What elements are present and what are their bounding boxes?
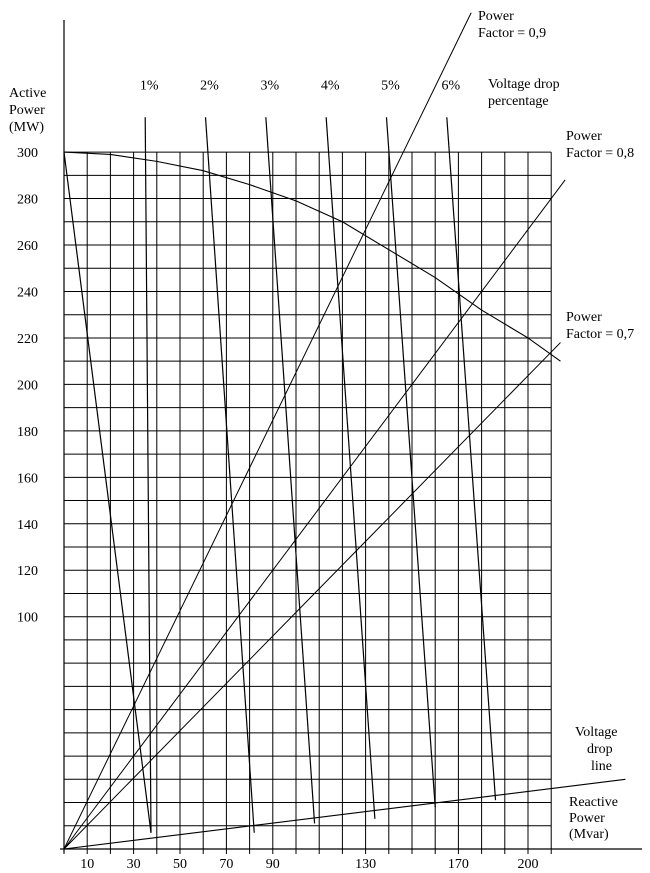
y-tick-label: 220 — [17, 332, 38, 347]
x-tick-label: 50 — [173, 857, 187, 872]
y-axis-title-line: (MW) — [9, 120, 44, 135]
power-factor-line — [63, 342, 561, 850]
y-tick-label: 260 — [17, 239, 38, 254]
power-factor-label: Factor = 0,9 — [478, 26, 546, 41]
x-tick-label: 130 — [355, 857, 376, 872]
voltage-drop-percentage-line — [144, 117, 152, 833]
y-tick-label: 200 — [17, 378, 38, 393]
voltage-drop-percentage-label: 3% — [261, 78, 280, 93]
x-axis-title-line: Power — [569, 811, 605, 826]
grid — [64, 151, 552, 849]
power-factor-label: Factor = 0,7 — [566, 327, 634, 342]
power-factor-label: Power — [566, 129, 602, 144]
axes — [60, 20, 642, 854]
capability-curve — [63, 151, 561, 362]
x-tick-label: 200 — [518, 857, 539, 872]
voltage-drop-line-0 — [63, 152, 152, 833]
y-tick-label: 140 — [17, 518, 38, 533]
x-tick-label: 30 — [127, 857, 141, 872]
y-axis-title-line: Active — [9, 86, 46, 101]
voltage-drop-percentage-line — [385, 117, 436, 808]
series — [63, 12, 626, 850]
power-factor-label: Factor = 0,8 — [566, 146, 634, 161]
voltage-drop-percentage-line — [325, 117, 376, 819]
voltage-drop-percentage-label: 1% — [140, 78, 159, 93]
power-factor-line — [63, 12, 472, 850]
x-tick-label: 70 — [219, 857, 233, 872]
y-axis-title-line: Power — [9, 103, 45, 118]
x-tick-label: 170 — [448, 857, 469, 872]
y-tick-label: 180 — [17, 425, 38, 440]
voltage-drop-percentage-title: Voltage drop — [488, 77, 560, 92]
voltage-drop-percentage-label: 5% — [381, 78, 400, 93]
voltage-drop-percentage-label: 2% — [200, 78, 219, 93]
y-tick-label: 280 — [17, 193, 38, 208]
x-tick-label: 10 — [80, 857, 94, 872]
voltage-drop-percentage-line — [446, 117, 497, 801]
y-tick-label: 240 — [17, 285, 38, 300]
voltage-drop-percentage-line — [265, 117, 316, 824]
y-tick-label: 100 — [17, 611, 38, 626]
x-tick-label: 90 — [266, 857, 280, 872]
voltage-drop-percentage-label: 6% — [441, 78, 460, 93]
power-factor-label: Power — [566, 310, 602, 325]
power-factor-line — [63, 179, 566, 850]
voltage-drop-percentage-label: 4% — [321, 78, 340, 93]
voltage-drop-percentage-title: percentage — [488, 94, 549, 109]
y-tick-label: 160 — [17, 471, 38, 486]
x-axis-title-line: Reactive — [569, 795, 618, 810]
y-tick-label: 120 — [17, 564, 38, 579]
voltage-drop-line — [63, 778, 626, 850]
y-tick-label: 300 — [17, 146, 38, 161]
x-axis-title-line: (Mvar) — [569, 827, 609, 842]
voltage-drop-line-label: drop — [587, 742, 613, 757]
voltage-drop-line-label: line — [591, 759, 612, 774]
labels: 10 30 50 70 90 130 170 200 100 120 140 160 180 200 220… — [9, 9, 634, 872]
voltage-drop-percentage-line — [204, 117, 255, 833]
voltage-drop-line-label: Voltage — [575, 725, 618, 740]
power-factor-label: Power — [478, 9, 514, 24]
